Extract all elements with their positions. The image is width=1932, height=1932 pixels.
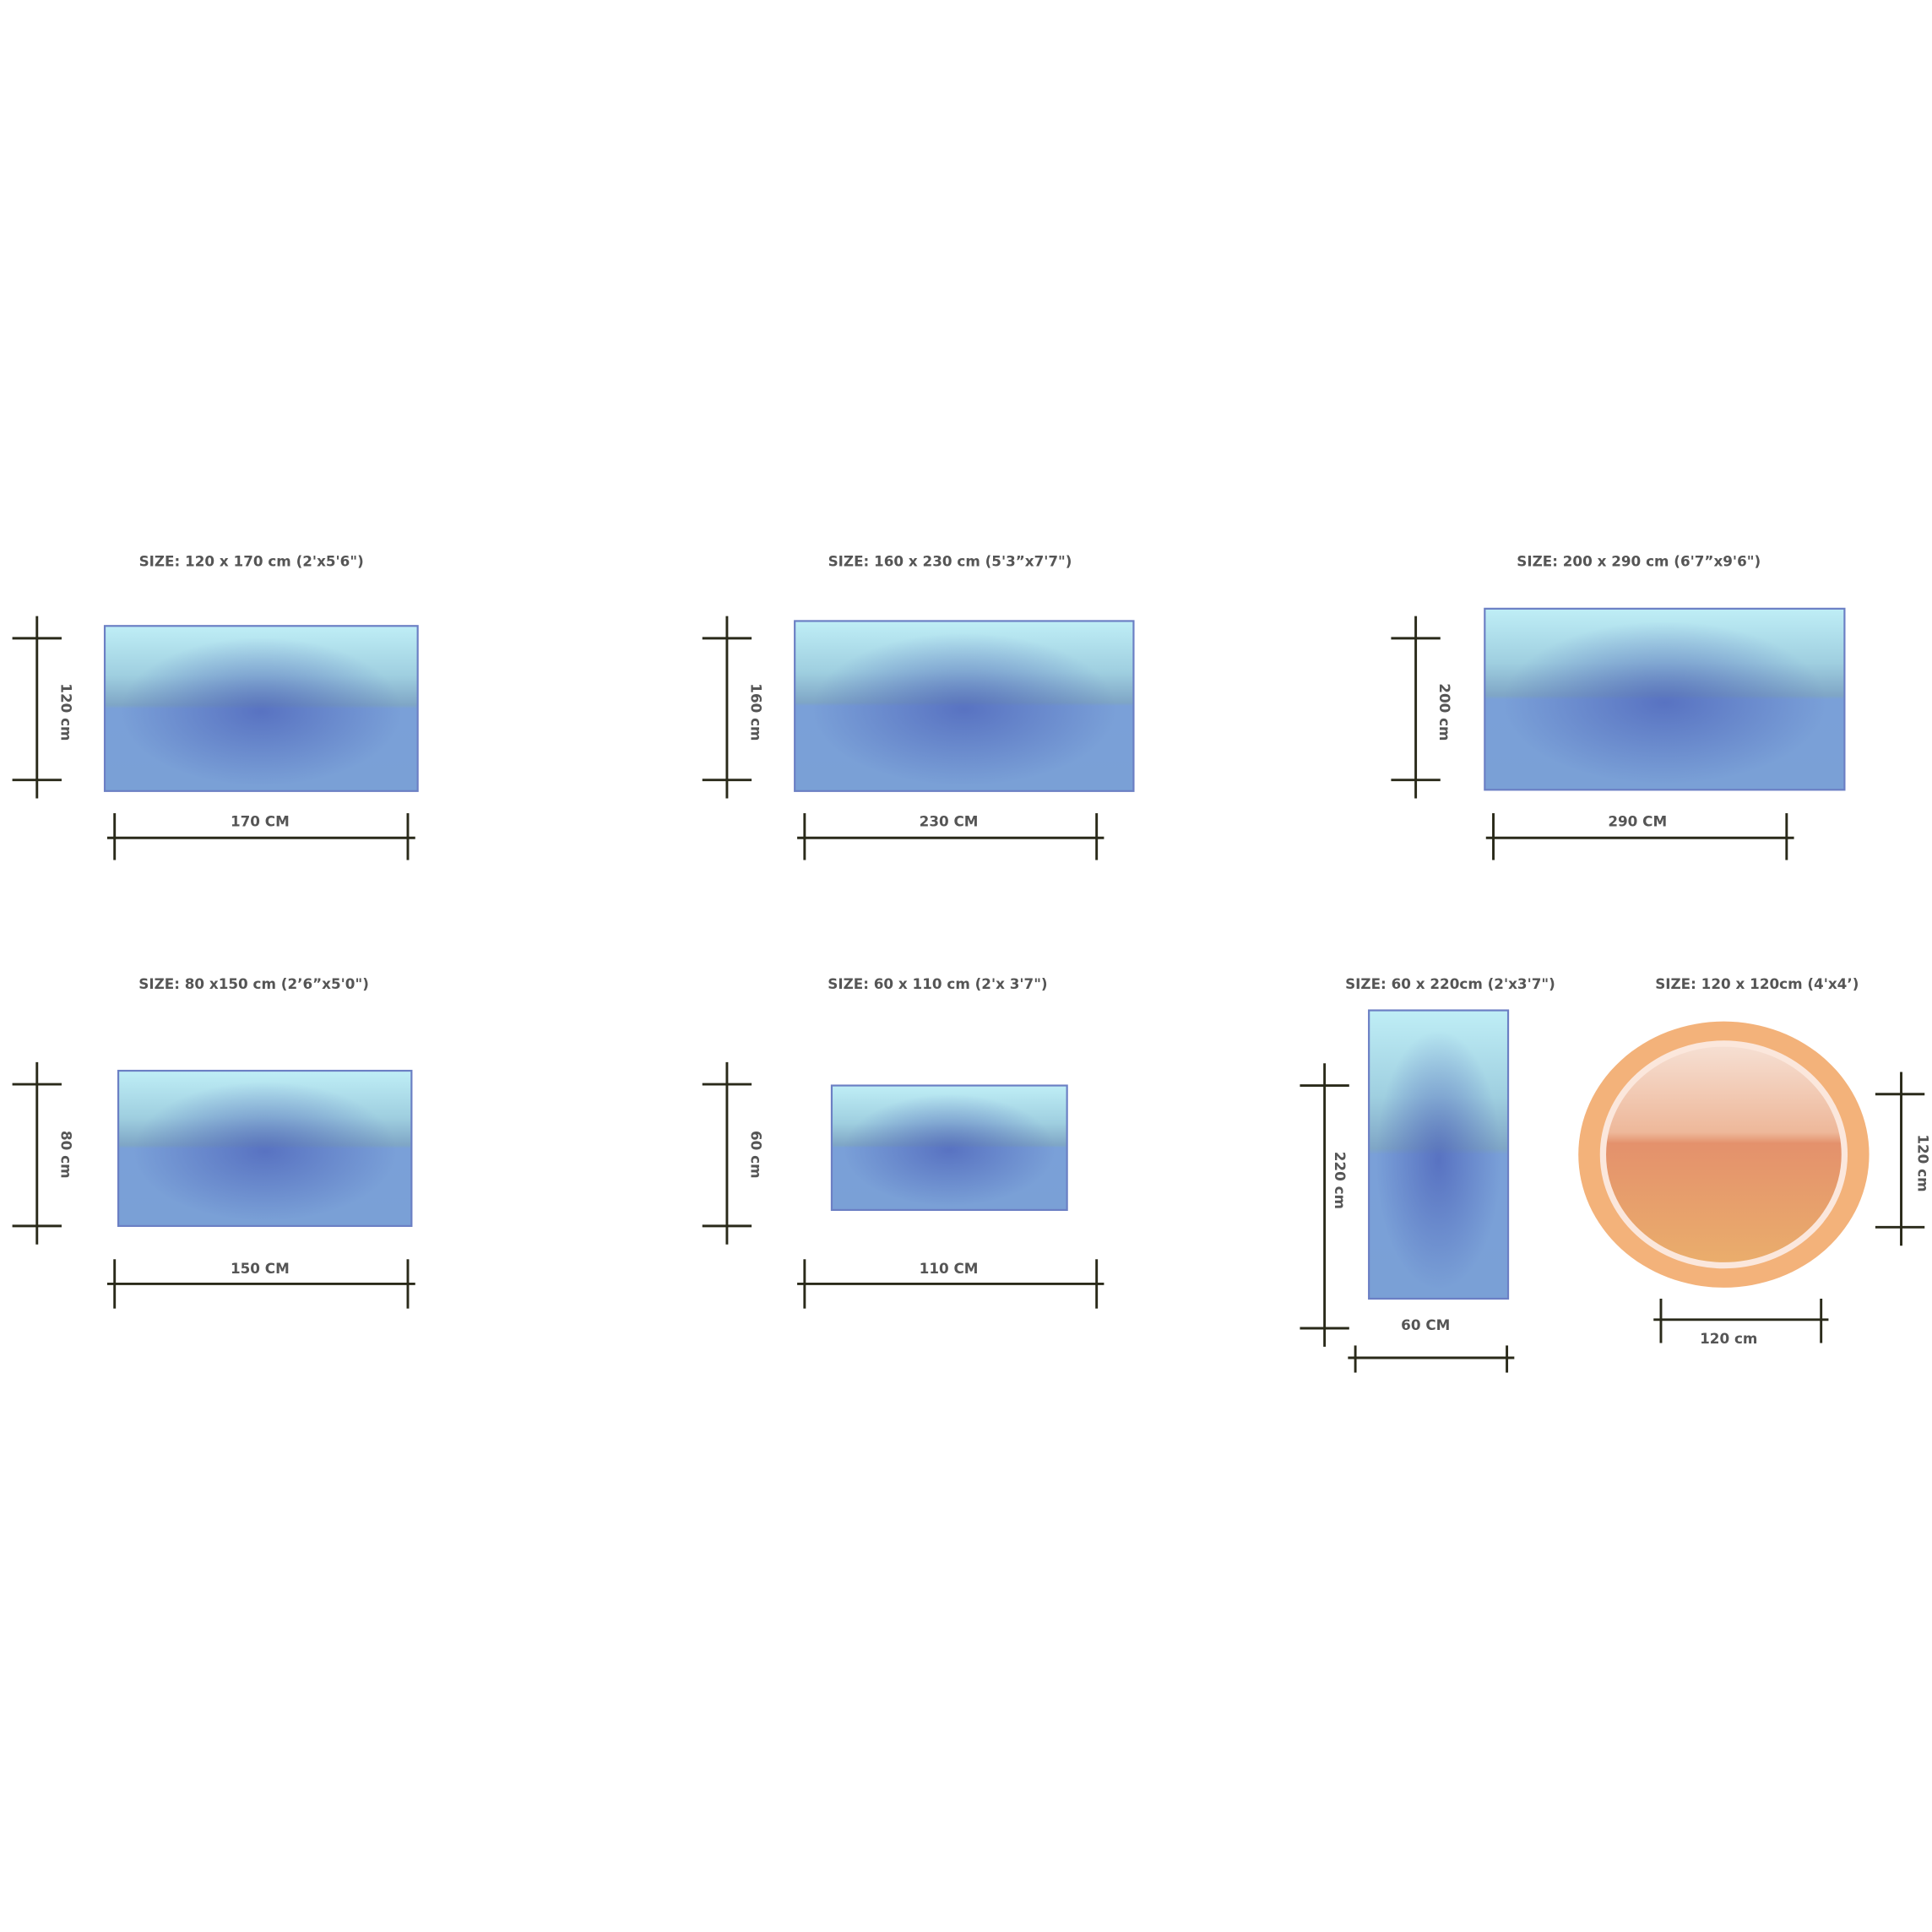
width-label: 230 CM	[920, 812, 979, 829]
rug-item: SIZE: 60 x 110 cm (2'x 3'7") 60 cm 110 CM	[702, 975, 1104, 1309]
width-label: 170 CM	[231, 812, 290, 829]
rug-item: SIZE: 120 x 170 cm (2'x5'6") 120 cm 170 CM	[12, 552, 419, 860]
rug-shade	[118, 1071, 412, 1226]
rug-shade	[795, 621, 1134, 791]
size-title: SIZE: 160 x 230 cm (5'3”x7'7")	[828, 552, 1072, 569]
rug-item: SIZE: 200 x 290 cm (6'7”x9'6") 200 cm 290 …	[1391, 552, 1846, 860]
height-label: 220 cm	[1332, 1152, 1349, 1209]
size-title: SIZE: 200 x 290 cm (6'7”x9'6")	[1517, 552, 1761, 569]
size-title: SIZE: 120 x 120cm (4'x4’)	[1655, 975, 1859, 992]
width-label: 60 CM	[1401, 1316, 1450, 1333]
height-label: 120 cm	[57, 683, 74, 741]
rug-shade	[1484, 608, 1845, 790]
rug-item: SIZE: 120 x 120cm (4'x4’) 120 cm 120 cm	[1578, 975, 1931, 1347]
rug-shade	[831, 1085, 1067, 1210]
height-label: 120 cm	[1914, 1134, 1931, 1191]
height-label: 200 cm	[1436, 683, 1453, 741]
height-label: 60 cm	[747, 1131, 764, 1179]
rug-shade	[1369, 1010, 1509, 1299]
width-label: 290 CM	[1608, 812, 1667, 829]
height-label: 160 cm	[747, 683, 764, 741]
width-label: 110 CM	[920, 1260, 979, 1277]
size-title: SIZE: 60 x 220cm (2'x3'7")	[1345, 975, 1555, 992]
size-title: SIZE: 60 x 110 cm (2'x 3'7")	[828, 975, 1047, 992]
round-rug-inner	[1599, 1040, 1848, 1269]
rug-item: SIZE: 60 x 220cm (2'x3'7") 220 cm 60 CM	[1300, 975, 1555, 1373]
rug-item: SIZE: 160 x 230 cm (5'3”x7'7") 160 cm 230 …	[702, 552, 1135, 860]
size-title: SIZE: 120 x 170 cm (2'x5'6")	[139, 552, 364, 569]
size-title: SIZE: 80 x150 cm (2’6”x5'0")	[138, 975, 369, 992]
height-label: 80 cm	[57, 1131, 74, 1179]
rug-shade	[105, 626, 418, 791]
width-label: 150 CM	[231, 1260, 290, 1277]
width-label: 120 cm	[1700, 1330, 1757, 1347]
rug-item: SIZE: 80 x150 cm (2’6”x5'0") 80 cm 150 CM	[12, 975, 415, 1309]
